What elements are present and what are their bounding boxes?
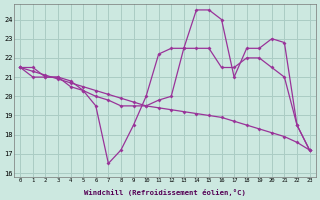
X-axis label: Windchill (Refroidissement éolien,°C): Windchill (Refroidissement éolien,°C) [84, 189, 246, 196]
